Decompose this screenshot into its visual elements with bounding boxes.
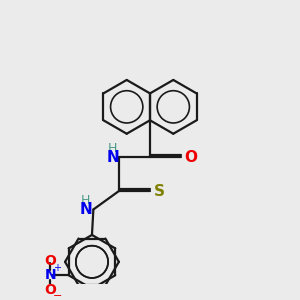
Text: O: O: [184, 150, 197, 165]
Text: N: N: [44, 268, 56, 282]
Text: O: O: [44, 254, 56, 268]
Text: N: N: [107, 150, 119, 165]
Text: −: −: [53, 291, 62, 300]
Text: H: H: [81, 194, 91, 207]
Text: H: H: [108, 142, 117, 155]
Text: +: +: [53, 263, 61, 273]
Text: O: O: [44, 283, 56, 297]
Text: N: N: [80, 202, 93, 217]
Text: S: S: [153, 184, 164, 199]
